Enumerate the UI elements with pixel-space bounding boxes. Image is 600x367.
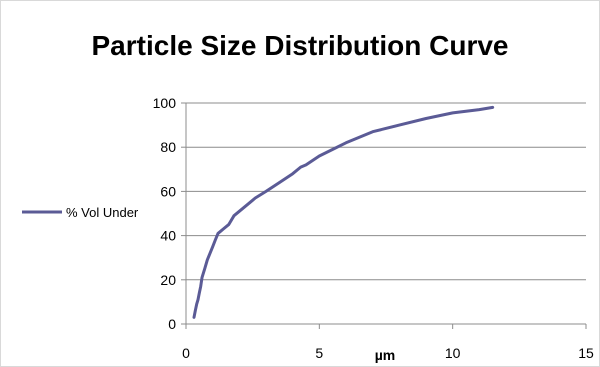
legend-label: % Vol Under (66, 205, 139, 220)
x-axis-label: µm (375, 347, 396, 363)
x-tick-label-1: 5 (315, 345, 323, 361)
x-tick-label-3: 15 (578, 345, 594, 361)
legend: % Vol Under (22, 205, 139, 220)
gridlines (181, 102, 586, 325)
chart-title: Particle Size Distribution Curve (92, 30, 509, 61)
y-tick-labels: 0 20 40 60 80 100 (153, 95, 177, 332)
series-line (192, 105, 495, 319)
axes (185, 103, 587, 329)
y-tick-label-2: 40 (160, 228, 176, 244)
y-tick-label-4: 80 (160, 139, 176, 155)
y-tick-label-1: 20 (160, 272, 176, 288)
x-tick-labels: 0 5 10 15 (182, 345, 594, 361)
y-tick-label-5: 100 (153, 95, 177, 111)
x-tick-label-2: 10 (445, 345, 461, 361)
y-tick-label-3: 60 (160, 183, 176, 199)
x-tick-label-0: 0 (182, 345, 190, 361)
y-tick-label-0: 0 (168, 316, 176, 332)
